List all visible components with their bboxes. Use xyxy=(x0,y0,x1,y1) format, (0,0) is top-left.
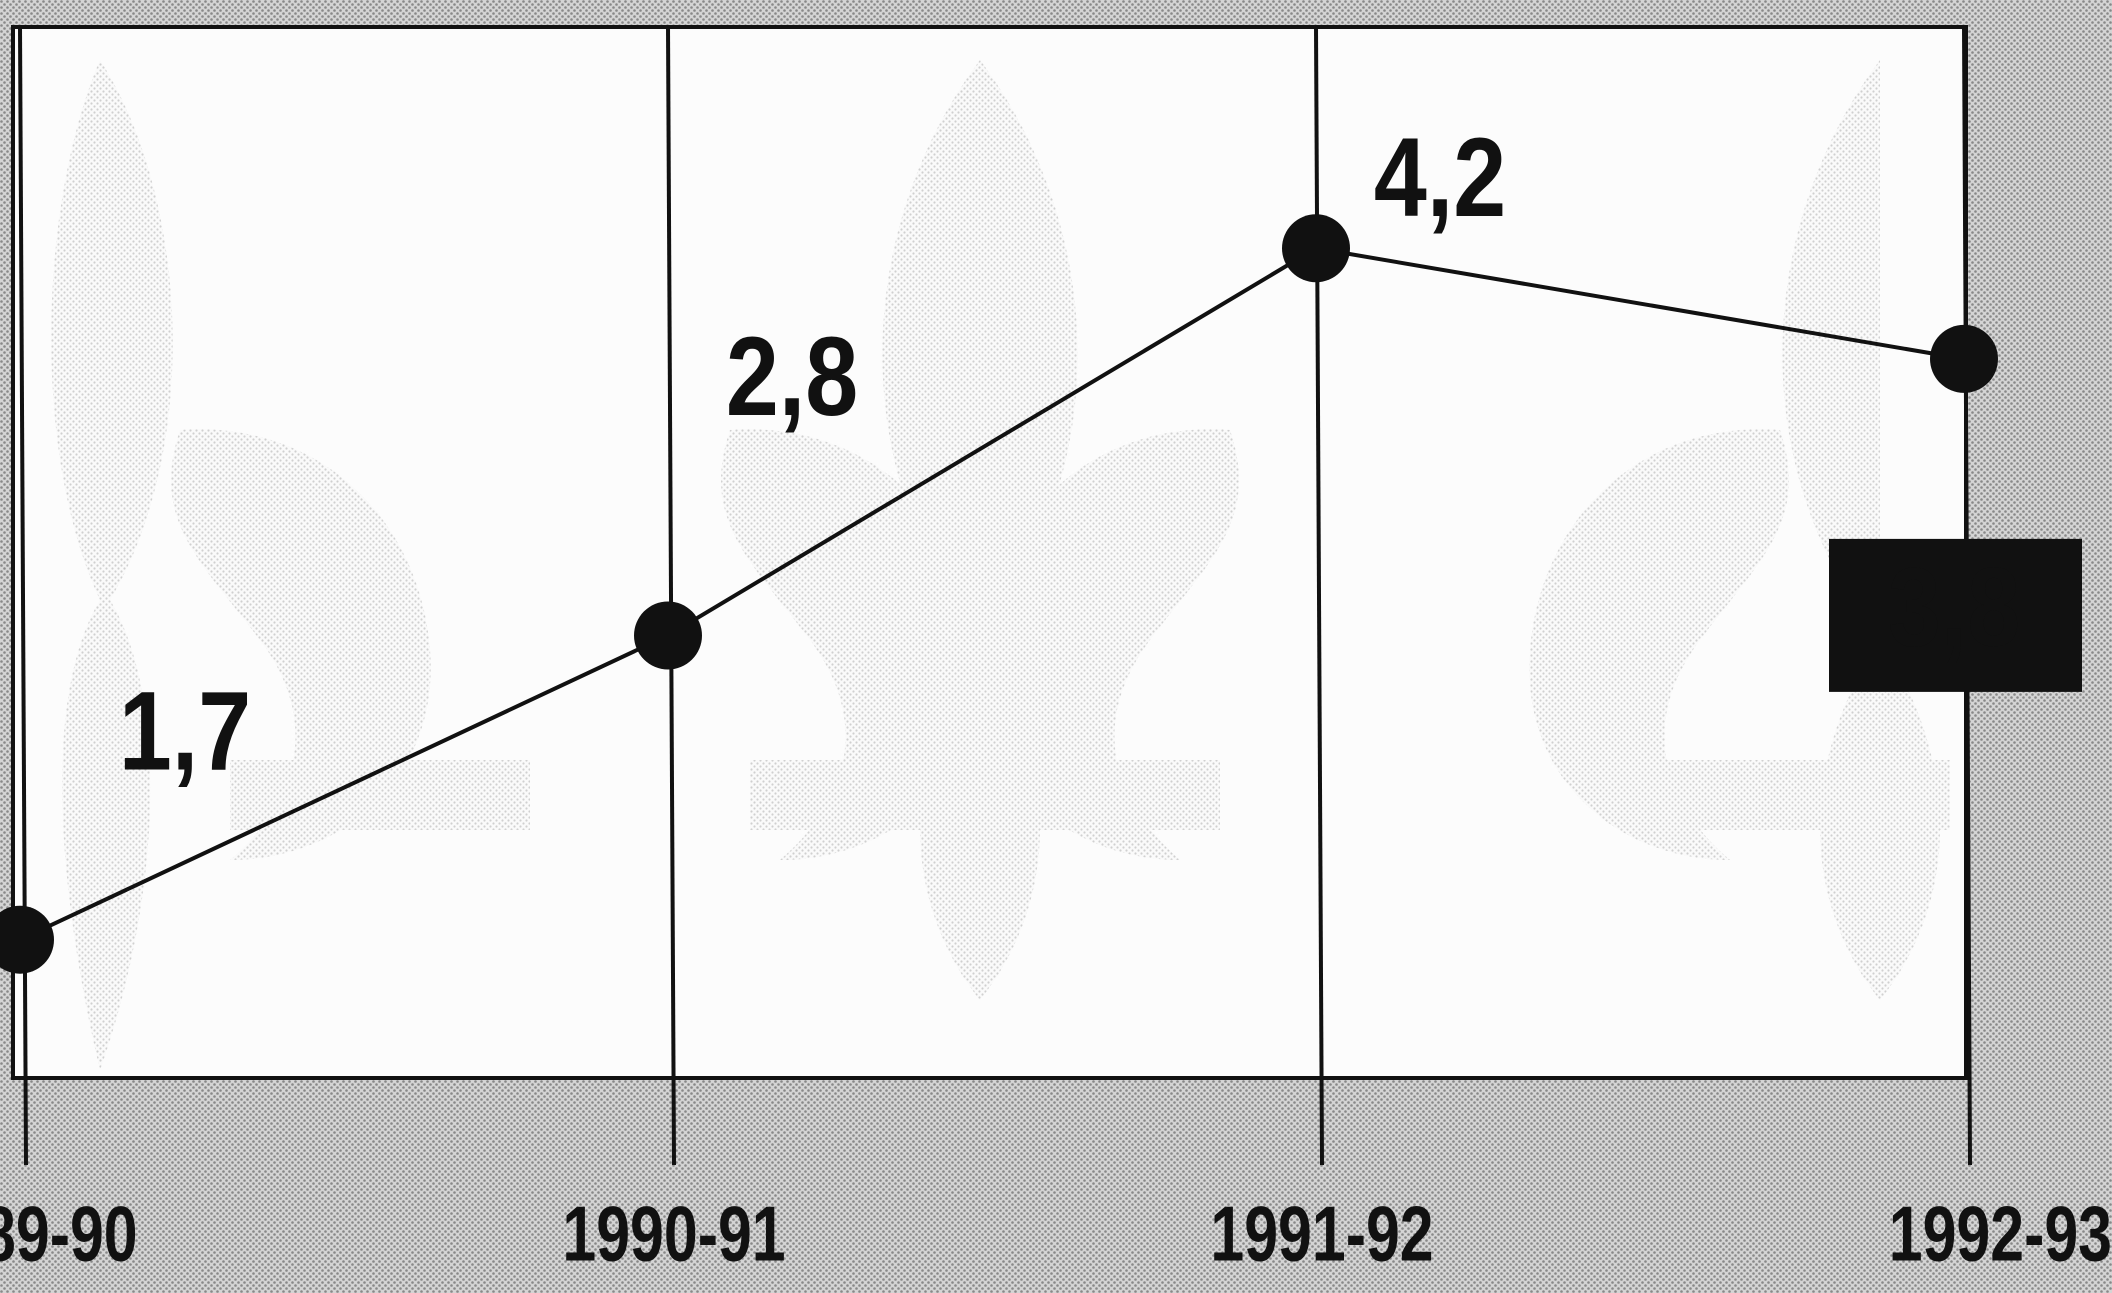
x-tick-label: 1990-91 xyxy=(562,1190,785,1277)
value-label: 4,2 xyxy=(1374,116,1506,241)
label-box xyxy=(1829,538,2082,692)
point xyxy=(1930,324,1998,393)
x-tick-label: 1991-92 xyxy=(1210,1190,1433,1277)
point xyxy=(0,905,54,974)
value-label: 1,7 xyxy=(119,669,251,794)
line xyxy=(19,246,1965,942)
fleur-de-lis-watermark xyxy=(51,60,1950,1070)
x-tick-label: 1989-90 xyxy=(0,1190,138,1277)
grid-line xyxy=(18,26,28,1166)
value-label: 2,8 xyxy=(726,315,858,440)
x-tick-label: 1992-93 xyxy=(1889,1190,2112,1277)
point xyxy=(1282,214,1350,283)
grid-line xyxy=(666,26,676,1166)
point xyxy=(634,601,702,670)
value-label: 3,8 xyxy=(1888,545,2020,670)
